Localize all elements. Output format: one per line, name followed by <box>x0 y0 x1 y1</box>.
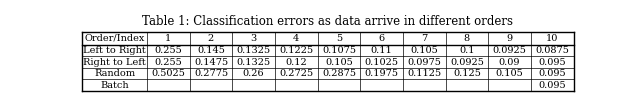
Text: 0.5025: 0.5025 <box>151 69 185 78</box>
Text: 0.2775: 0.2775 <box>194 69 228 78</box>
Text: Batch: Batch <box>100 81 129 90</box>
Text: 0.12: 0.12 <box>285 58 307 67</box>
Text: 0.2875: 0.2875 <box>322 69 356 78</box>
Text: 0.0875: 0.0875 <box>535 46 569 55</box>
Text: 0.2725: 0.2725 <box>279 69 314 78</box>
Text: 3: 3 <box>250 34 257 43</box>
Text: 2: 2 <box>208 34 214 43</box>
Text: 0.095: 0.095 <box>538 58 566 67</box>
Text: 0.0925: 0.0925 <box>450 58 484 67</box>
Text: 0.0925: 0.0925 <box>493 46 527 55</box>
Text: 0.095: 0.095 <box>538 69 566 78</box>
Text: 0.26: 0.26 <box>243 69 264 78</box>
Text: 0.1475: 0.1475 <box>194 58 228 67</box>
Text: 0.1075: 0.1075 <box>322 46 356 55</box>
Text: 0.1225: 0.1225 <box>279 46 314 55</box>
Text: 8: 8 <box>464 34 470 43</box>
Text: 0.125: 0.125 <box>453 69 481 78</box>
Text: 0.095: 0.095 <box>538 81 566 90</box>
Text: 0.105: 0.105 <box>495 69 524 78</box>
Text: 0.09: 0.09 <box>499 58 520 67</box>
Text: Order/Index: Order/Index <box>84 34 145 43</box>
Text: 0.11: 0.11 <box>371 46 392 55</box>
Text: 0.255: 0.255 <box>154 58 182 67</box>
Text: 0.1025: 0.1025 <box>365 58 399 67</box>
Text: 0.1325: 0.1325 <box>237 46 271 55</box>
Text: 9: 9 <box>506 34 513 43</box>
Text: 0.105: 0.105 <box>325 58 353 67</box>
Text: 0.1125: 0.1125 <box>407 69 442 78</box>
Text: 0.1: 0.1 <box>459 46 475 55</box>
Text: 7: 7 <box>421 34 428 43</box>
Text: 0.1975: 0.1975 <box>365 69 399 78</box>
Text: 0.145: 0.145 <box>197 46 225 55</box>
Text: 0.255: 0.255 <box>154 46 182 55</box>
Text: 0.1325: 0.1325 <box>237 58 271 67</box>
Text: 10: 10 <box>546 34 558 43</box>
Text: 0.0975: 0.0975 <box>407 58 441 67</box>
Text: 6: 6 <box>378 34 385 43</box>
Text: 1: 1 <box>165 34 172 43</box>
Text: Table 1: Classification errors as data arrive in different orders: Table 1: Classification errors as data a… <box>143 15 513 28</box>
Text: 5: 5 <box>336 34 342 43</box>
Text: Right to Left: Right to Left <box>83 58 146 67</box>
Text: Left to Right: Left to Right <box>83 46 146 55</box>
Text: 4: 4 <box>293 34 300 43</box>
Text: 0.105: 0.105 <box>410 46 438 55</box>
Text: Random: Random <box>94 69 135 78</box>
